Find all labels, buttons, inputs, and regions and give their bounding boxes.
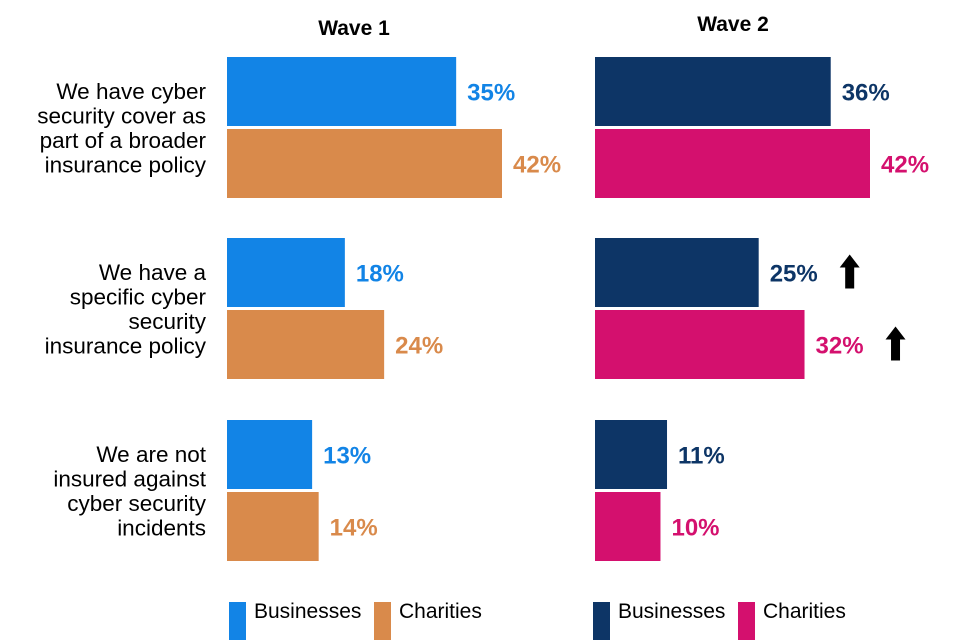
wave-1-businesses-value-label-2: 18% [356,261,404,288]
wave-1-businesses-bar-2 [227,238,345,307]
category-label-2-line-3: security [128,309,206,334]
wave-1-businesses-bar-3 [227,420,313,489]
wave-2-businesses-bar-1 [595,57,831,126]
wave-2-charities-bar-3 [595,492,661,561]
wave-1-businesses-value-label-3: 13% [323,443,371,470]
category-label-3-line-2: insured against [53,466,206,491]
category-label-3-line-3: cyber security [67,491,207,516]
wave-2-charities-value-label-1: 42% [881,152,929,179]
wave-1-legend-swatch-businesses [229,602,246,640]
wave-1-charities-value-label-1: 42% [513,152,561,179]
wave-1-legend-label-charities: Charities [399,600,482,623]
wave-1-title: Wave 1 [318,17,390,40]
wave-2-legend-swatch-charities [738,602,755,640]
wave-2-businesses-bar-3 [595,420,668,489]
category-label-1-line-2: security cover as [37,103,206,128]
wave-2-businesses-value-label-1: 36% [842,80,890,107]
wave-2-businesses-value-label-3: 11% [678,443,725,470]
wave-2-legend-label-businesses: Businesses [618,600,725,623]
wave-2-charities-bar-1 [595,129,870,198]
category-label-1-line-3: part of a broader [40,128,207,153]
wave-1-businesses-value-label-1: 35% [467,80,515,107]
category-label-2-line-4: insurance policy [45,333,207,358]
wave-2-charities-increase-arrow-icon-2 [885,326,906,361]
category-label-2-line-2: specific cyber [70,284,207,309]
wave-1-legend-swatch-charities [374,602,391,640]
wave-1-charities-bar-3 [227,492,319,561]
category-label-3-line-1: We are not [96,442,206,467]
wave-1-charities-value-label-2: 24% [395,333,443,360]
wave-2-businesses-value-label-2: 25% [770,261,818,288]
wave-2-businesses-increase-arrow-icon-2 [839,254,860,289]
wave-2-charities-value-label-2: 32% [816,333,864,360]
wave-1-businesses-bar-1 [227,57,457,126]
wave-2-charities-bar-2 [595,310,805,379]
wave-1-charities-bar-2 [227,310,385,379]
category-label-1-line-4: insurance policy [45,152,207,177]
wave-1-charities-bar-1 [227,129,502,198]
wave-2-legend-label-charities: Charities [763,600,846,623]
wave-1-charities-value-label-3: 14% [330,515,378,542]
category-label-2-line-1: We have a [99,260,207,285]
wave-1-legend-label-businesses: Businesses [254,600,361,623]
wave-2-legend-swatch-businesses [593,602,610,640]
category-label-1-line-1: We have cyber [56,79,206,104]
wave-2-title: Wave 2 [697,13,769,36]
wave-2-charities-value-label-3: 10% [671,515,719,542]
wave-2-businesses-bar-2 [595,238,759,307]
category-label-3-line-4: incidents [117,515,206,540]
